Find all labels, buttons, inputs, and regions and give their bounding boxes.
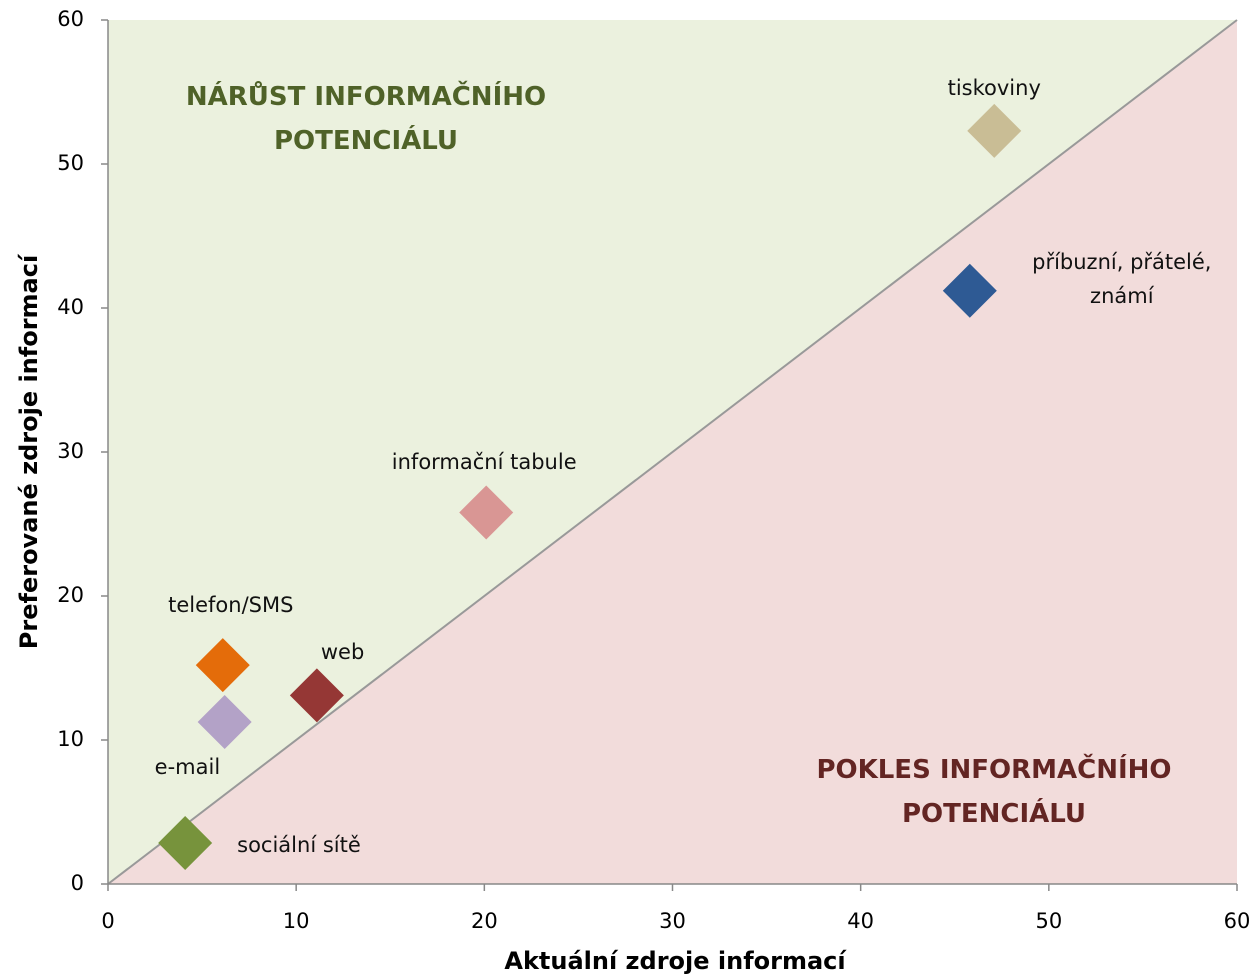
y-tick-label: 40 — [57, 295, 84, 319]
diagonal — [107, 19, 1238, 885]
y-axis-title: Preferované zdroje informací — [15, 253, 43, 649]
y-tick-label: 10 — [57, 727, 84, 751]
point-label: příbuzní, přátelé, známí — [1032, 249, 1212, 308]
point-label: telefon/SMS — [168, 593, 294, 618]
x-tick-label: 40 — [847, 909, 874, 933]
y-tick-label: 0 — [71, 871, 84, 895]
x-tick-label: 60 — [1224, 909, 1251, 933]
point-label: sociální sítě — [237, 832, 361, 857]
point — [195, 638, 250, 693]
point — [459, 485, 514, 540]
y-tick-label: 20 — [57, 583, 84, 607]
point — [942, 263, 997, 318]
point-label: informační tabule — [391, 450, 577, 475]
x-tick-label: 20 — [471, 909, 498, 933]
point-label: e-mail — [154, 755, 221, 779]
point — [289, 668, 344, 723]
point-label: web — [320, 640, 365, 665]
x-tick-label: 10 — [283, 909, 310, 933]
x-tick-label: 0 — [101, 909, 114, 933]
x-tick-label: 50 — [1035, 909, 1062, 933]
point — [158, 815, 213, 870]
y-tick-label: 30 — [57, 439, 84, 463]
x-axis-title: Aktuální zdroje informací — [504, 947, 847, 975]
point-label: tiskoviny — [947, 75, 1041, 100]
point — [197, 695, 252, 749]
x-tick-label: 30 — [659, 909, 686, 933]
point — [967, 103, 1022, 158]
y-tick-label: 60 — [57, 7, 84, 31]
region-annotation: POKLES INFORMAČNÍHO POTENCIÁLU — [816, 755, 1172, 829]
region-annotation: NÁRŮST INFORMAČNÍHO POTENCIÁLU — [185, 82, 547, 156]
y-tick-label: 50 — [57, 151, 84, 175]
